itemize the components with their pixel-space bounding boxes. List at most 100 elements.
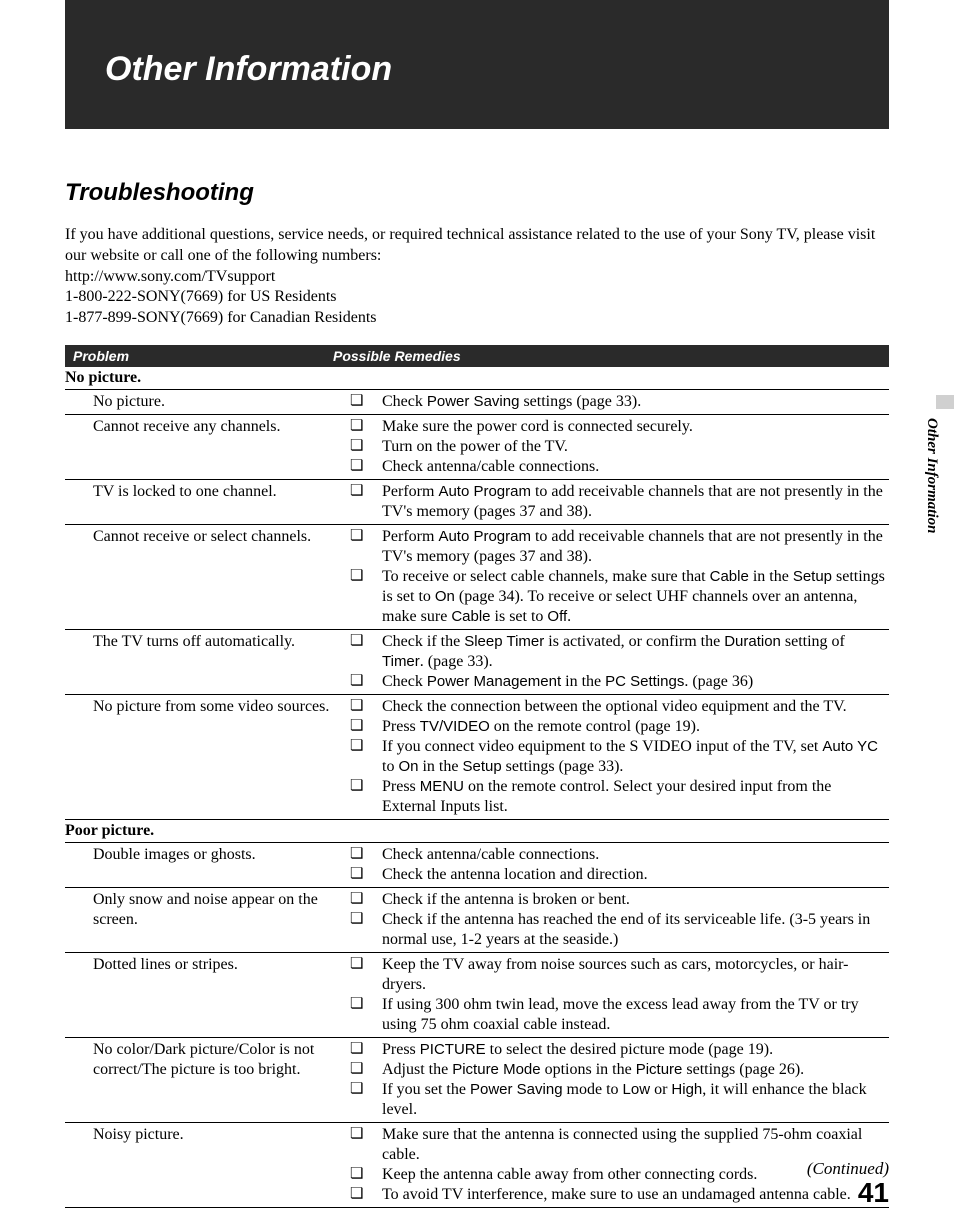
remedy-text: Press PICTURE to select the desired pict… <box>382 1040 889 1060</box>
checkbox-bullet-icon: ❏ <box>348 527 382 546</box>
remedies-cell: ❏Make sure the power cord is connected s… <box>348 417 889 477</box>
remedy-text: Press MENU on the remote control. Select… <box>382 777 889 817</box>
category-row: Poor picture. <box>65 820 889 843</box>
problem-cell: TV is locked to one channel. <box>93 482 348 522</box>
checkbox-bullet-icon: ❏ <box>348 890 382 909</box>
remedy-line: ❏To receive or select cable channels, ma… <box>348 567 889 627</box>
remedy-line: ❏Check if the antenna is broken or bent. <box>348 890 889 910</box>
table-row: No color/Dark picture/Color is not corre… <box>65 1038 889 1123</box>
checkbox-bullet-icon: ❏ <box>348 482 382 501</box>
remedy-line: ❏Turn on the power of the TV. <box>348 437 889 457</box>
remedies-cell: ❏Keep the TV away from noise sources suc… <box>348 955 889 1035</box>
problem-cell: Double images or ghosts. <box>93 845 348 885</box>
remedy-line: ❏Press MENU on the remote control. Selec… <box>348 777 889 817</box>
remedy-text: Check if the antenna is broken or bent. <box>382 890 889 910</box>
remedy-text: Adjust the Picture Mode options in the P… <box>382 1060 889 1080</box>
remedy-text: Perform Auto Program to add receivable c… <box>382 527 889 567</box>
remedy-text: Perform Auto Program to add receivable c… <box>382 482 889 522</box>
remedy-text: Check the antenna location and direction… <box>382 865 889 885</box>
remedy-line: ❏Make sure the power cord is connected s… <box>348 417 889 437</box>
remedy-text: If using 300 ohm twin lead, move the exc… <box>382 995 889 1035</box>
remedies-cell: ❏Perform Auto Program to add receivable … <box>348 482 889 522</box>
remedy-line: ❏Check Power Management in the PC Settin… <box>348 672 889 692</box>
problem-cell: Noisy picture. <box>93 1125 348 1205</box>
troubleshoot-table: No picture.No picture.❏Check Power Savin… <box>65 367 889 1208</box>
problem-cell: No color/Dark picture/Color is not corre… <box>93 1040 348 1120</box>
remedy-line: ❏If you set the Power Saving mode to Low… <box>348 1080 889 1120</box>
table-header-row: Problem Possible Remedies <box>65 345 889 367</box>
remedy-line: ❏Press PICTURE to select the desired pic… <box>348 1040 889 1060</box>
remedies-cell: ❏Check antenna/cable connections.❏Check … <box>348 845 889 885</box>
checkbox-bullet-icon: ❏ <box>348 1125 382 1144</box>
remedy-line: ❏Check if the Sleep Timer is activated, … <box>348 632 889 672</box>
remedy-line: ❏Perform Auto Program to add receivable … <box>348 527 889 567</box>
checkbox-bullet-icon: ❏ <box>348 392 382 411</box>
remedy-line: ❏If you connect video equipment to the S… <box>348 737 889 777</box>
intro-block: If you have additional questions, servic… <box>65 225 889 329</box>
table-row: The TV turns off automatically.❏Check if… <box>65 630 889 695</box>
remedies-cell: ❏Check Power Saving settings (page 33). <box>348 392 889 412</box>
checkbox-bullet-icon: ❏ <box>348 672 382 691</box>
intro-url: http://www.sony.com/TVsupport <box>65 267 889 288</box>
remedy-text: Check antenna/cable connections. <box>382 457 889 477</box>
remedy-text: Check if the Sleep Timer is activated, o… <box>382 632 889 672</box>
remedy-line: ❏Keep the TV away from noise sources suc… <box>348 955 889 995</box>
checkbox-bullet-icon: ❏ <box>348 865 382 884</box>
remedies-cell: ❏Press PICTURE to select the desired pic… <box>348 1040 889 1120</box>
checkbox-bullet-icon: ❏ <box>348 910 382 929</box>
page-content: Troubleshooting If you have additional q… <box>0 129 954 1208</box>
remedy-line: ❏Check the connection between the option… <box>348 697 889 717</box>
remedy-line: ❏Check antenna/cable connections. <box>348 845 889 865</box>
remedy-text: Keep the TV away from noise sources such… <box>382 955 889 995</box>
remedy-line: ❏If using 300 ohm twin lead, move the ex… <box>348 995 889 1035</box>
checkbox-bullet-icon: ❏ <box>348 717 382 736</box>
remedy-line: ❏Check antenna/cable connections. <box>348 457 889 477</box>
category-row: No picture. <box>65 367 889 390</box>
checkbox-bullet-icon: ❏ <box>348 777 382 796</box>
remedy-line: ❏Check the antenna location and directio… <box>348 865 889 885</box>
remedy-line: ❏Check if the antenna has reached the en… <box>348 910 889 950</box>
problem-cell: Dotted lines or stripes. <box>93 955 348 1035</box>
table-row: Cannot receive any channels.❏Make sure t… <box>65 415 889 480</box>
side-tab-marker <box>936 395 954 409</box>
remedies-cell: ❏Check the connection between the option… <box>348 697 889 817</box>
table-row: Noisy picture.❏Make sure that the antenn… <box>65 1123 889 1208</box>
problem-cell: No picture from some video sources. <box>93 697 348 817</box>
table-row: No picture.❏Check Power Saving settings … <box>65 390 889 415</box>
remedy-text: Check Power Management in the PC Setting… <box>382 672 889 692</box>
checkbox-bullet-icon: ❏ <box>348 995 382 1014</box>
side-vertical-label: Other Information <box>923 418 940 533</box>
intro-text: If you have additional questions, servic… <box>65 225 889 267</box>
problem-cell: Only snow and noise appear on the screen… <box>93 890 348 950</box>
remedies-cell: ❏Check if the Sleep Timer is activated, … <box>348 632 889 692</box>
remedy-text: Check if the antenna has reached the end… <box>382 910 889 950</box>
remedy-text: Make sure the power cord is connected se… <box>382 417 889 437</box>
checkbox-bullet-icon: ❏ <box>348 1080 382 1099</box>
col-header-problem: Problem <box>65 345 325 367</box>
table-row: Double images or ghosts.❏Check antenna/c… <box>65 843 889 888</box>
checkbox-bullet-icon: ❏ <box>348 437 382 456</box>
problem-cell: The TV turns off automatically. <box>93 632 348 692</box>
checkbox-bullet-icon: ❏ <box>348 632 382 651</box>
page-number: 41 <box>807 1179 889 1207</box>
remedy-line: ❏Perform Auto Program to add receivable … <box>348 482 889 522</box>
problem-cell: No picture. <box>93 392 348 412</box>
page-footer: (Continued) 41 <box>807 1159 889 1207</box>
remedy-text: To receive or select cable channels, mak… <box>382 567 889 627</box>
table-row: Dotted lines or stripes.❏Keep the TV awa… <box>65 953 889 1038</box>
continued-label: (Continued) <box>807 1159 889 1179</box>
checkbox-bullet-icon: ❏ <box>348 845 382 864</box>
remedy-text: Press TV/VIDEO on the remote control (pa… <box>382 717 889 737</box>
remedy-text: Check antenna/cable connections. <box>382 845 889 865</box>
checkbox-bullet-icon: ❏ <box>348 417 382 436</box>
remedy-text: Turn on the power of the TV. <box>382 437 889 457</box>
remedy-line: ❏Adjust the Picture Mode options in the … <box>348 1060 889 1080</box>
checkbox-bullet-icon: ❏ <box>348 697 382 716</box>
chapter-header-band: Other Information <box>65 0 889 129</box>
remedies-cell: ❏Check if the antenna is broken or bent.… <box>348 890 889 950</box>
problem-cell: Cannot receive or select channels. <box>93 527 348 627</box>
checkbox-bullet-icon: ❏ <box>348 1060 382 1079</box>
remedy-text: If you set the Power Saving mode to Low … <box>382 1080 889 1120</box>
intro-phone-ca: 1-877-899-SONY(7669) for Canadian Reside… <box>65 308 889 329</box>
remedy-line: ❏Check Power Saving settings (page 33). <box>348 392 889 412</box>
